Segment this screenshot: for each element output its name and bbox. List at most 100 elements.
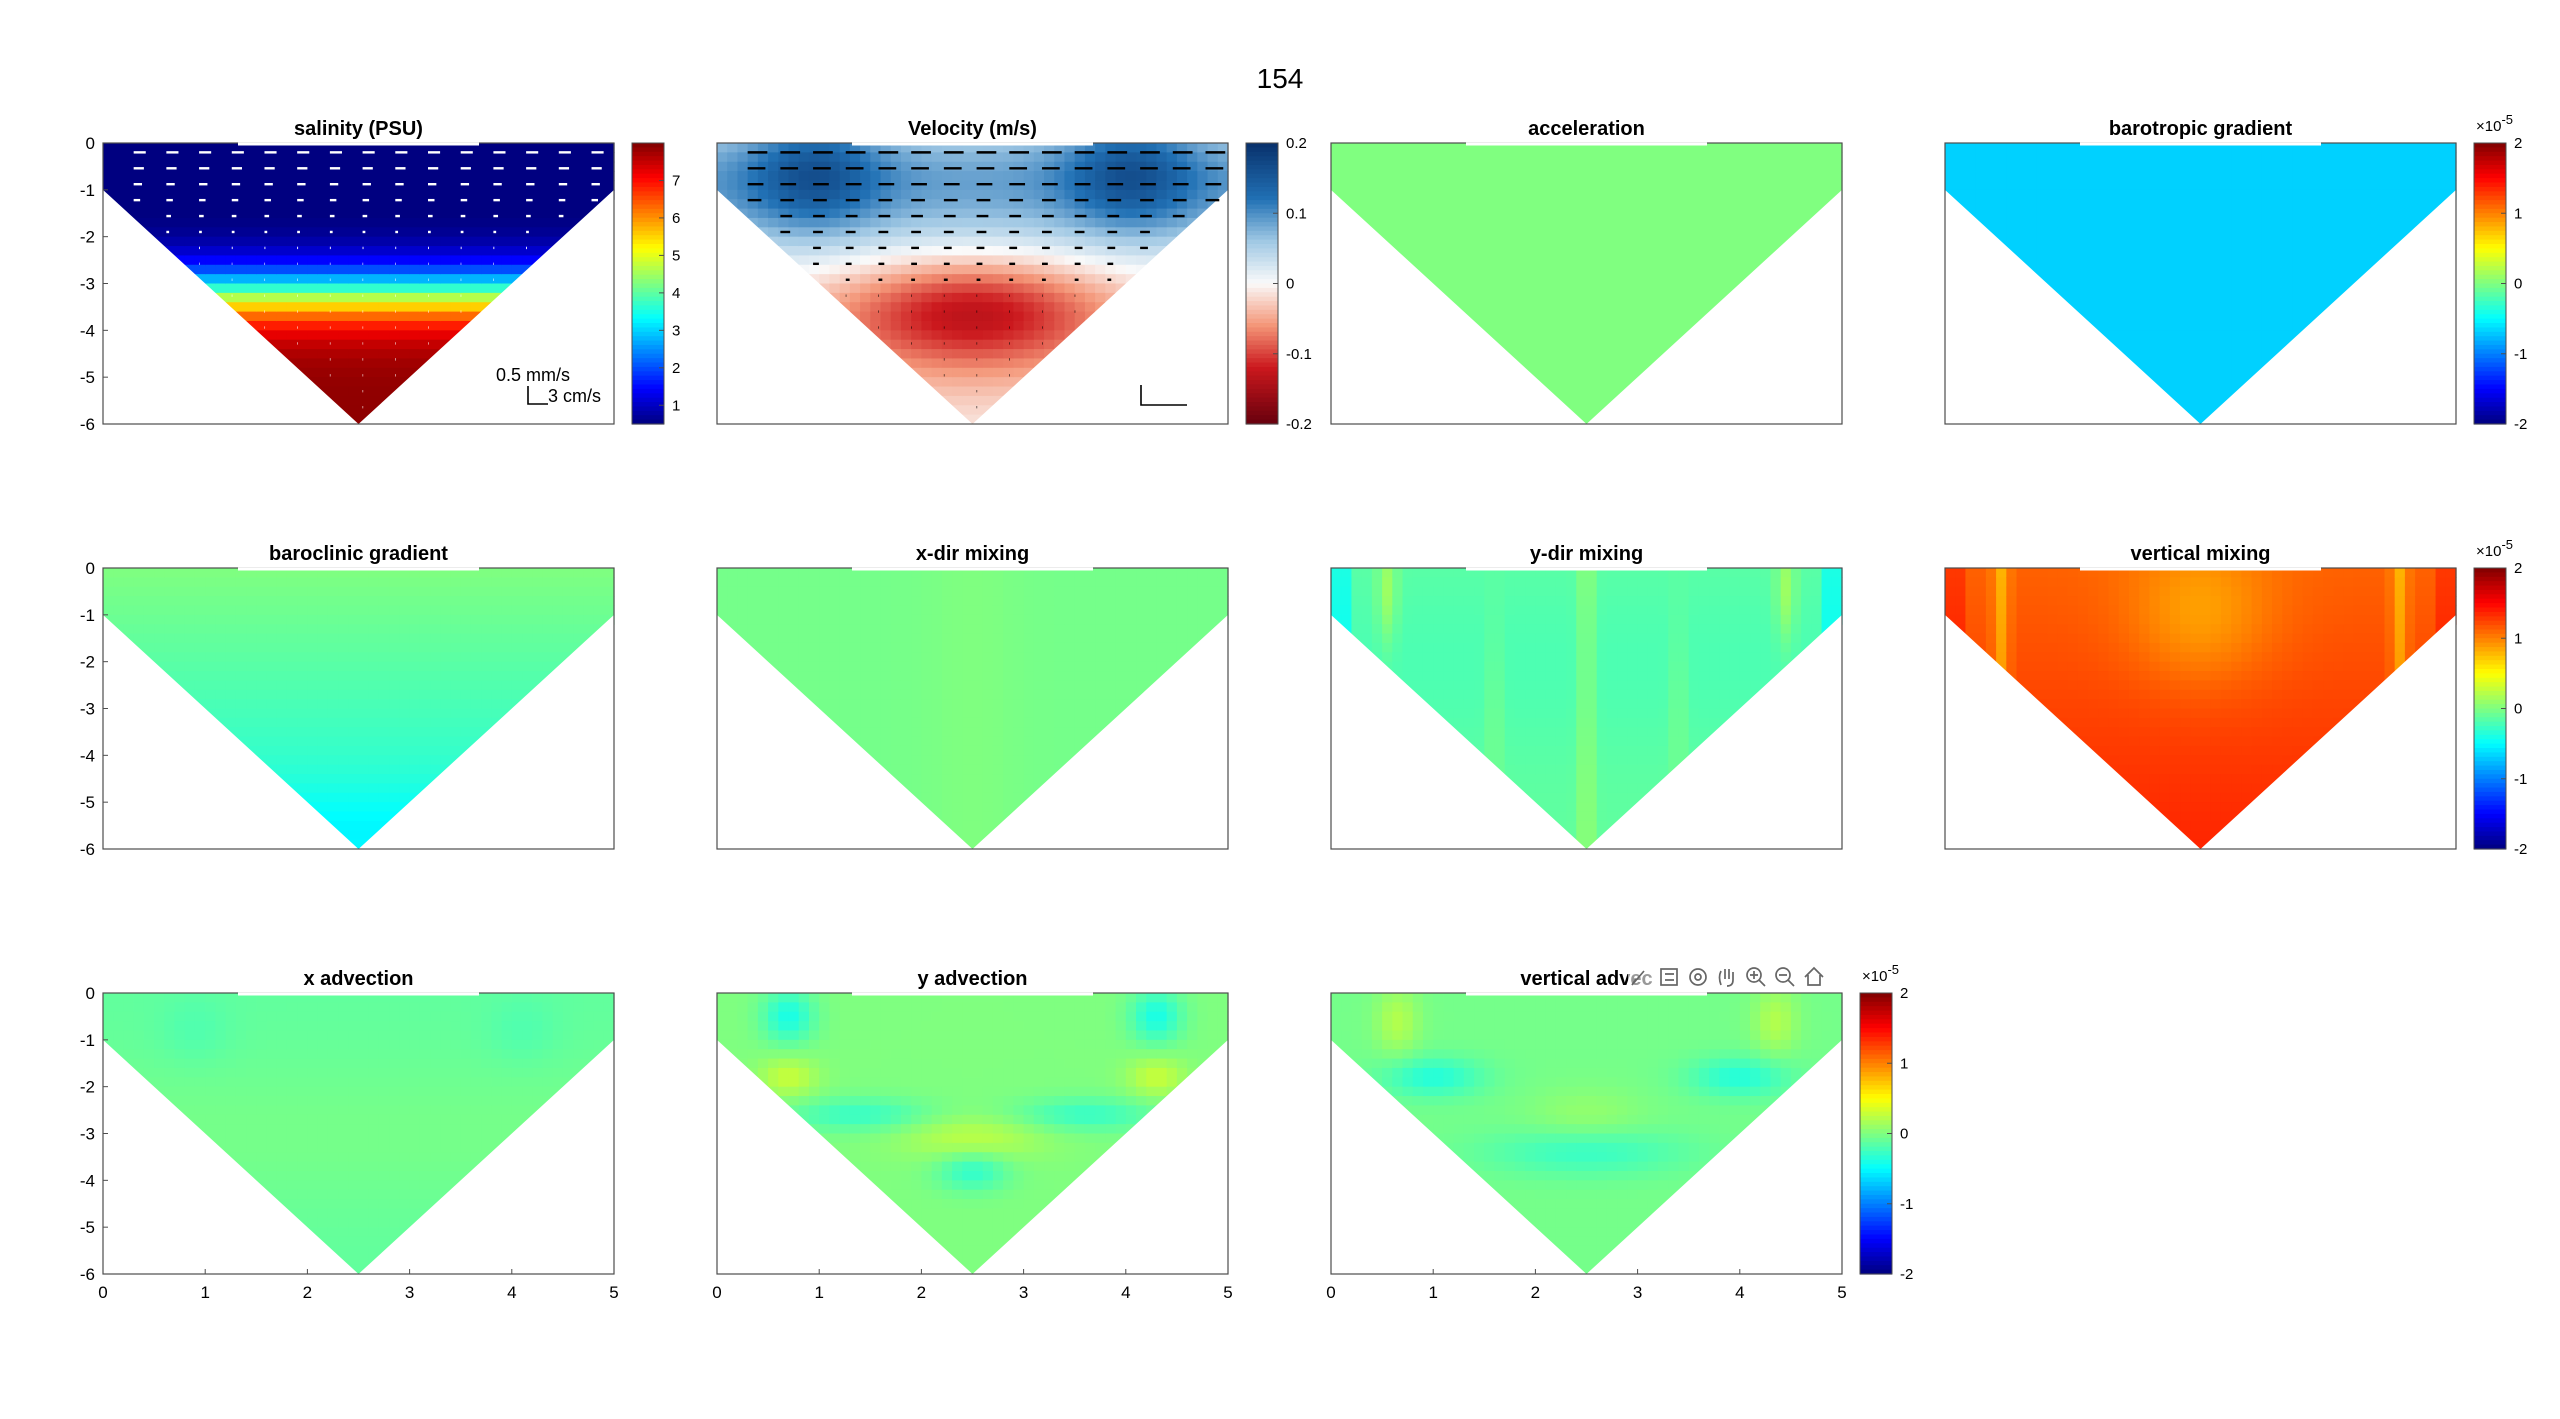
colorbar-tick-label: -1: [2514, 346, 2527, 363]
colorbar-exponent: ×10-5: [1862, 962, 1899, 985]
colorbar-tick-label: 0: [2514, 276, 2522, 293]
quiver-scale-label: 0.5 mm/s: [496, 365, 570, 385]
colorbar-tick-label: 7: [672, 172, 680, 189]
channel-bed-mask: [103, 1039, 614, 1284]
x-tick-label: 1: [200, 1283, 209, 1302]
subplot-baroclinic-gradient: baroclinic gradient 0 -1 -2 -3 -4 -5 -6: [80, 543, 615, 859]
x-tick-label: 2: [1531, 1283, 1540, 1302]
y-tick-label: -5: [80, 1218, 95, 1237]
y-tick-label: 0: [86, 134, 95, 153]
x-tick-label: 1: [814, 1283, 823, 1302]
plot-title: x advection: [303, 968, 413, 990]
colorbar-tick-label: -1: [2514, 771, 2527, 788]
rotate-icon[interactable]: [1686, 965, 1710, 989]
subplot-x-dir-mixing: x-dir mixing: [716, 543, 1229, 859]
y-tick-label: -5: [80, 368, 95, 387]
colorbar: 2 1 0 -1 -2 ×10-5: [2473, 112, 2527, 433]
heatmap-salinity-psu: [103, 143, 615, 425]
colorbar-tick-label: 2: [672, 360, 680, 377]
y-tick-label: -1: [80, 1031, 95, 1050]
y-tick-label: 0: [86, 984, 95, 1003]
legend-icon[interactable]: [1657, 965, 1681, 989]
x-tick-label: 1: [1428, 1283, 1437, 1302]
colorbar-tick-label: 1: [672, 397, 680, 414]
heatmap-acceleration: [1331, 143, 1843, 425]
colorbar-tick-label: 0: [1286, 276, 1294, 293]
colorbar-tick-label: -2: [2514, 416, 2527, 433]
y-tick-label: -5: [80, 793, 95, 812]
colorbar-tick-label: 5: [672, 247, 680, 264]
colorbar-tick-label: 0: [1900, 1126, 1908, 1143]
y-tick-label: -4: [80, 321, 95, 340]
colorbar-tick-label: 0.2: [1286, 135, 1307, 152]
subplot-velocity-m-s: Velocity (m/s) 0.2 0.1 0 -0.1 -0.2: [716, 118, 1312, 434]
x-tick-label: 4: [1121, 1283, 1130, 1302]
plot-title: acceleration: [1528, 118, 1645, 140]
channel-bed-mask: [1945, 189, 2456, 434]
x-tick-label: 0: [1326, 1283, 1335, 1302]
y-tick-label: -2: [80, 653, 95, 672]
y-tick-label: -3: [80, 275, 95, 294]
y-tick-label: -1: [80, 181, 95, 200]
colorbar-tick-label: 2: [2514, 560, 2522, 577]
subplot-barotropic-gradient: barotropic gradient 2 1 0 -1 -2 ×10-5: [1944, 112, 2527, 434]
subplot-grid: salinity (PSU) 0 -1 -2 -3 -4 -5 -6 0.5 mm/s3 cm/…: [80, 112, 2527, 1302]
colorbar-tick-label: 1: [2514, 630, 2522, 647]
home-icon[interactable]: [1802, 965, 1826, 989]
x-tick-label: 4: [507, 1283, 516, 1302]
heatmap-vertical-advec: [1331, 993, 1843, 1275]
subplot-salinity-psu: salinity (PSU) 0 -1 -2 -3 -4 -5 -6 0.5 mm/s3 cm/…: [80, 118, 680, 434]
subplot-y-dir-mixing: y-dir mixing: [1330, 543, 1843, 859]
channel-bed-mask: [1331, 614, 1842, 859]
colorbar-exponent: ×10-5: [2476, 537, 2513, 560]
channel-bed-mask: [103, 614, 614, 859]
quiver-velocity-m-s: [747, 151, 1226, 409]
y-tick-label: -1: [80, 606, 95, 625]
brush-icon[interactable]: [1628, 965, 1652, 989]
y-tick-label: -6: [80, 840, 95, 859]
colorbar-tick-label: 1: [2514, 205, 2522, 222]
channel-bed-mask: [1331, 1039, 1842, 1284]
x-tick-label: 0: [98, 1283, 107, 1302]
y-tick-label: -3: [80, 1125, 95, 1144]
x-tick-label: 3: [1019, 1283, 1028, 1302]
plot-title: y-dir mixing: [1530, 543, 1643, 565]
x-tick-label: 3: [405, 1283, 414, 1302]
zoom-in-icon[interactable]: [1744, 965, 1768, 989]
colorbar-tick-label: 4: [672, 285, 680, 302]
plot-title: salinity (PSU): [294, 118, 423, 140]
colorbar: 2 1 0 -1 -2 ×10-5: [2473, 537, 2527, 858]
y-tick-label: -6: [80, 415, 95, 434]
colorbar-tick-label: 2: [2514, 135, 2522, 152]
pan-icon[interactable]: [1715, 965, 1739, 989]
x-tick-label: 2: [917, 1283, 926, 1302]
plot-title: vertical mixing: [2130, 543, 2270, 565]
zoom-out-icon[interactable]: [1773, 965, 1797, 989]
colorbar-tick-label: -0.1: [1286, 346, 1312, 363]
colorbar-tick-label: 0: [2514, 701, 2522, 718]
channel-bed-mask: [1331, 189, 1842, 434]
heatmap-barotropic-gradient: [1945, 143, 2457, 425]
heatmap-y-advection: [717, 993, 1229, 1275]
colorbar-tick-label: -0.2: [1286, 416, 1312, 433]
plot-title: Velocity (m/s): [908, 118, 1037, 140]
colorbar: 0.2 0.1 0 -0.1 -0.2: [1245, 135, 1312, 433]
channel-bed-mask: [103, 189, 614, 434]
colorbar-tick-label: -2: [2514, 841, 2527, 858]
x-tick-label: 5: [1837, 1283, 1846, 1302]
colorbar-tick-label: 6: [672, 210, 680, 227]
axes-toolbar[interactable]: [1628, 965, 1826, 989]
y-tick-label: -4: [80, 1171, 95, 1190]
plot-title: baroclinic gradient: [269, 543, 448, 565]
heatmap-x-dir-mixing: [717, 568, 1229, 850]
x-tick-label: 5: [609, 1283, 618, 1302]
y-tick-label: -6: [80, 1265, 95, 1284]
colorbar-tick-label: 1: [1900, 1055, 1908, 1072]
quiver-salinity-psu: [133, 151, 604, 409]
x-tick-label: 3: [1633, 1283, 1642, 1302]
subplot-y-advection: y advection 0 1 2 3 4 5: [712, 968, 1232, 1302]
subplot-acceleration: acceleration: [1330, 118, 1843, 434]
y-tick-label: -2: [80, 1078, 95, 1097]
